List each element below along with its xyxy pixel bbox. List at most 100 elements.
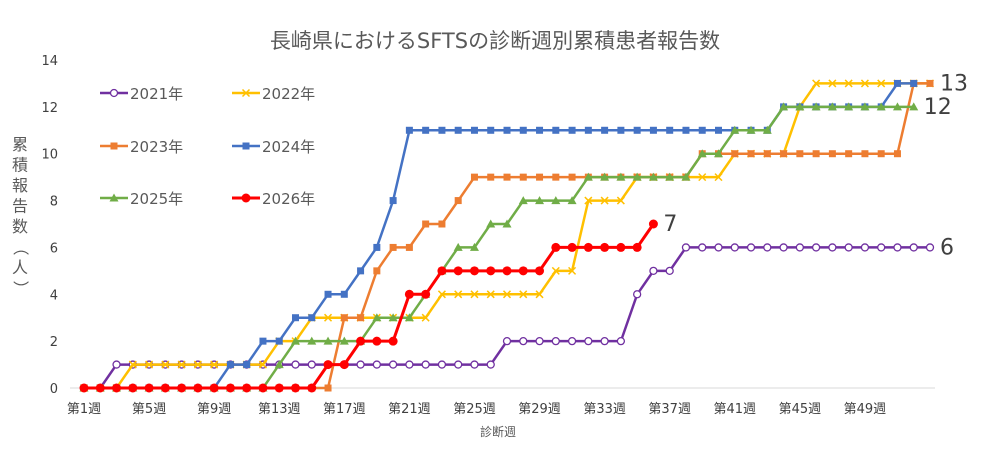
data-point xyxy=(616,196,625,205)
x-tick-label: 第25週 xyxy=(453,402,496,417)
data-point xyxy=(811,102,821,111)
data-point xyxy=(730,243,739,252)
data-point xyxy=(665,172,675,181)
data-point xyxy=(339,360,349,370)
data-point xyxy=(714,149,723,158)
data-point xyxy=(795,102,805,111)
data-point xyxy=(910,79,918,87)
data-point xyxy=(372,313,382,322)
data-point xyxy=(438,126,446,134)
data-point xyxy=(648,219,658,229)
y-tick-label: 8 xyxy=(50,195,58,210)
legend-item: 2024年 xyxy=(232,138,315,156)
data-point xyxy=(275,337,283,345)
data-point xyxy=(551,336,560,346)
data-point xyxy=(844,79,853,88)
data-point xyxy=(324,313,333,322)
y-tick-label: 0 xyxy=(50,382,58,397)
data-point xyxy=(372,360,381,369)
data-point xyxy=(323,336,333,345)
legend-label: 2024年 xyxy=(262,138,315,156)
data-point xyxy=(405,126,413,134)
data-point xyxy=(860,79,869,88)
data-point xyxy=(698,173,707,182)
data-point xyxy=(128,383,138,393)
legend-label: 2025年 xyxy=(130,190,183,208)
data-point xyxy=(893,150,901,158)
data-point xyxy=(600,336,609,346)
data-point xyxy=(453,242,463,251)
y-tick-label: 10 xyxy=(41,148,58,163)
data-point xyxy=(340,290,348,298)
y-axis-label-char: 人 xyxy=(12,258,28,277)
data-point xyxy=(323,360,333,370)
data-point xyxy=(177,360,186,369)
y-axis-label-char: 報 xyxy=(12,176,28,195)
data-point xyxy=(422,220,430,228)
data-point xyxy=(274,383,284,393)
data-point xyxy=(649,266,658,276)
data-point xyxy=(762,125,772,134)
data-point xyxy=(243,361,251,369)
data-point xyxy=(112,360,121,369)
data-point xyxy=(258,360,267,369)
x-tick-label: 第29週 xyxy=(518,402,561,417)
data-point xyxy=(519,173,527,181)
data-point xyxy=(372,336,382,346)
legend-item: 2021年 xyxy=(100,85,183,103)
x-axis-ticks: 第1週 第5週 第9週 第13週 第17週 第21週 第25週 第29週 第33週 第37週 第41… xyxy=(67,402,886,417)
data-point xyxy=(616,336,626,346)
data-point xyxy=(844,243,853,252)
data-point xyxy=(844,102,854,111)
data-point xyxy=(730,125,740,134)
x-tick-label: 第41週 xyxy=(713,402,756,417)
x-tick-label: 第5週 xyxy=(132,402,166,417)
data-point xyxy=(422,126,430,134)
data-point xyxy=(617,126,625,134)
data-point xyxy=(861,150,869,158)
data-point xyxy=(486,266,496,276)
data-point xyxy=(926,79,934,87)
x-tick-label: 第13週 xyxy=(258,402,301,417)
data-point xyxy=(535,290,544,299)
data-point xyxy=(909,243,918,252)
data-point xyxy=(892,102,902,111)
data-point xyxy=(877,79,886,88)
data-point xyxy=(437,290,446,299)
data-point xyxy=(324,384,332,392)
data-point xyxy=(242,383,252,393)
data-point xyxy=(274,360,284,369)
data-point xyxy=(877,150,885,158)
series-layer xyxy=(79,79,935,393)
data-point xyxy=(502,219,512,228)
data-point xyxy=(405,243,413,251)
data-point xyxy=(210,360,219,369)
data-point xyxy=(519,126,527,134)
data-point xyxy=(877,243,886,252)
data-point xyxy=(79,383,89,393)
data-point xyxy=(503,173,511,181)
data-point xyxy=(681,172,691,181)
data-point xyxy=(193,383,203,393)
data-point xyxy=(308,314,316,322)
data-point xyxy=(487,126,495,134)
data-point xyxy=(405,360,414,369)
data-point xyxy=(356,360,365,369)
data-point xyxy=(177,383,187,393)
data-point xyxy=(536,126,544,134)
data-point xyxy=(649,126,657,134)
data-point xyxy=(828,150,836,158)
data-point xyxy=(437,360,447,369)
data-point xyxy=(486,360,495,369)
data-point xyxy=(568,173,576,181)
y-axis-ticks: 0 2 4 6 8 10 12 14 xyxy=(41,54,58,397)
series-line xyxy=(84,82,914,390)
data-point xyxy=(648,172,658,181)
data-point xyxy=(469,266,479,276)
data-point xyxy=(307,360,316,369)
data-point xyxy=(128,360,137,369)
data-point xyxy=(600,172,610,181)
series-2021年 xyxy=(79,243,935,393)
data-point xyxy=(357,267,365,275)
data-point xyxy=(421,313,430,322)
